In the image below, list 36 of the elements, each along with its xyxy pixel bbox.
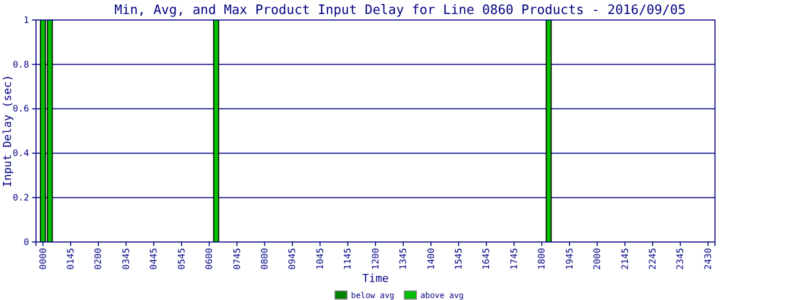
x-tick-label: 0800 (260, 248, 271, 270)
chart-title: Min, Avg, and Max Product Input Delay for Line 0860 Products - 2016/09/05 (114, 3, 686, 18)
x-tick-label: 0600 (205, 248, 216, 270)
x-tick-label: 2345 (676, 248, 686, 270)
x-tick-label: 1745 (510, 248, 520, 270)
x-tick-label: 0445 (150, 248, 160, 270)
x-tick-label: 0345 (122, 248, 132, 270)
y-tick-label: 0.8 (12, 60, 29, 70)
x-tick-label: 0745 (232, 248, 243, 270)
x-tick-label: 1800 (538, 248, 548, 270)
x-tick-label: 1545 (454, 248, 465, 270)
x-tick-label: 2145 (620, 248, 631, 270)
y-tick-label: 0 (24, 238, 29, 248)
x-tick-label: 0000 (38, 248, 49, 270)
x-tick-label: 2430 (704, 248, 714, 270)
x-tick-label: 2000 (593, 248, 604, 270)
x-tick-label: 1345 (399, 248, 410, 270)
x-tick-label: 1945 (565, 248, 576, 270)
x-tick-label: 1400 (426, 248, 437, 270)
x-tick-label: 0200 (94, 248, 104, 270)
x-tick-label: 0945 (288, 248, 298, 270)
y-tick-label: 1 (24, 16, 29, 26)
y-tick-label: 0.2 (12, 193, 29, 204)
y-tick-label: 0.4 (12, 149, 29, 160)
legend-label: below avg (351, 291, 395, 300)
x-tick-label: 1145 (344, 248, 354, 270)
x-tick-label: 2245 (648, 248, 659, 270)
x-tick-label: 1045 (316, 248, 326, 270)
x-tick-label: 0145 (66, 248, 77, 270)
x-axis-title: Time (362, 272, 389, 285)
y-tick-label: 0.6 (12, 104, 29, 115)
x-tick-label: 1645 (482, 248, 492, 270)
legend-label: above avg (420, 291, 464, 300)
x-tick-label: 0545 (177, 248, 188, 270)
y-axis-title: Input Delay (sec) (1, 74, 14, 188)
x-tick-label: 1200 (371, 248, 382, 270)
